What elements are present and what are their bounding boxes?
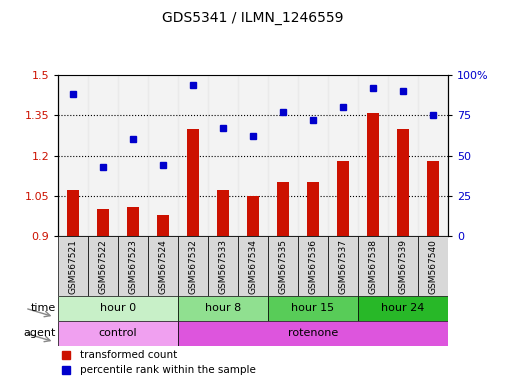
Text: GSM567534: GSM567534 [248, 239, 257, 294]
Text: GSM567524: GSM567524 [158, 239, 167, 294]
Bar [426, 161, 438, 236]
Text: GSM567521: GSM567521 [69, 239, 78, 294]
Text: time: time [30, 303, 56, 313]
Bar [118, 236, 148, 296]
Text: hour 0: hour 0 [100, 303, 136, 313]
Bar [187, 129, 198, 236]
Bar [307, 182, 318, 236]
Text: rotenone: rotenone [287, 328, 337, 338]
Bar [178, 296, 268, 321]
Bar [97, 209, 109, 236]
Text: GSM567536: GSM567536 [308, 239, 317, 294]
Text: GSM567539: GSM567539 [397, 239, 407, 294]
Bar [178, 75, 208, 236]
Bar [58, 75, 88, 236]
Text: hour 8: hour 8 [205, 303, 241, 313]
Bar [268, 296, 357, 321]
Bar [58, 296, 178, 321]
Text: agent: agent [23, 328, 56, 338]
Bar [88, 236, 118, 296]
Bar [157, 215, 169, 236]
Bar [237, 236, 268, 296]
Text: hour 15: hour 15 [291, 303, 334, 313]
Text: GSM567523: GSM567523 [128, 239, 137, 294]
Text: control: control [98, 328, 137, 338]
Bar [387, 75, 417, 236]
Bar [178, 236, 208, 296]
Bar [387, 236, 417, 296]
Bar [417, 236, 447, 296]
Bar [237, 75, 268, 236]
Bar [178, 321, 447, 346]
Bar [327, 75, 357, 236]
Bar [246, 196, 259, 236]
Bar [127, 207, 139, 236]
Bar [417, 75, 447, 236]
Bar [67, 190, 79, 236]
Text: GSM567538: GSM567538 [368, 239, 377, 294]
Bar [58, 236, 88, 296]
Bar [297, 75, 327, 236]
Bar [148, 75, 178, 236]
Text: transformed count: transformed count [79, 350, 177, 360]
Bar [396, 129, 408, 236]
Text: GSM567540: GSM567540 [427, 239, 436, 294]
Bar [297, 236, 327, 296]
Text: GDS5341 / ILMN_1246559: GDS5341 / ILMN_1246559 [162, 11, 343, 25]
Bar [208, 236, 237, 296]
Bar [208, 75, 237, 236]
Text: GSM567535: GSM567535 [278, 239, 287, 294]
Text: GSM567537: GSM567537 [338, 239, 347, 294]
Text: hour 24: hour 24 [380, 303, 424, 313]
Bar [118, 75, 148, 236]
Bar [276, 182, 288, 236]
Bar [366, 113, 378, 236]
Bar [327, 236, 357, 296]
Text: percentile rank within the sample: percentile rank within the sample [79, 366, 255, 376]
Text: GSM567533: GSM567533 [218, 239, 227, 294]
Text: GSM567522: GSM567522 [98, 239, 108, 294]
Text: GSM567532: GSM567532 [188, 239, 197, 294]
Bar [88, 75, 118, 236]
Bar [217, 190, 229, 236]
Bar [268, 75, 297, 236]
Bar [357, 296, 447, 321]
Bar [58, 321, 178, 346]
Bar [148, 236, 178, 296]
Bar [357, 236, 387, 296]
Bar [357, 75, 387, 236]
Bar [336, 161, 348, 236]
Bar [268, 236, 297, 296]
